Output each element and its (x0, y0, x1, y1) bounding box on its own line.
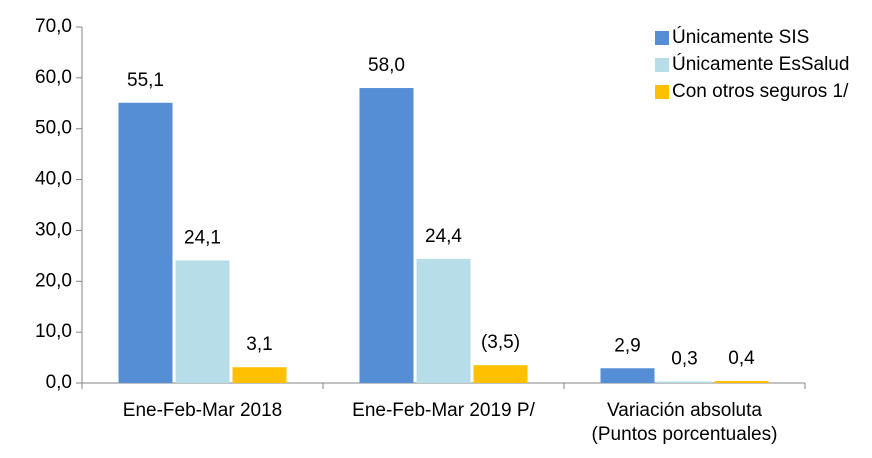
value-label: 24,4 (425, 226, 462, 247)
x-tick-label: Variación absoluta (Puntos porcentuales) (591, 400, 778, 445)
x-tick-label: Ene-Feb-Mar 2019 P/ (352, 400, 535, 421)
value-label: 58,0 (368, 55, 405, 76)
legend-swatch (655, 31, 669, 45)
bar (118, 102, 173, 383)
bar (359, 88, 414, 384)
legend-label: Únicamente SIS (672, 26, 809, 48)
bar (416, 258, 471, 383)
bar (175, 260, 230, 383)
y-tick-label: 30,0 (35, 219, 72, 240)
y-tick-label: 10,0 (35, 321, 72, 342)
value-label: 0,4 (728, 348, 755, 369)
y-tick-label: 60,0 (35, 67, 72, 88)
y-tick-label: 20,0 (35, 270, 72, 291)
value-label: 3,1 (246, 334, 272, 355)
value-label: (3,5) (481, 332, 520, 353)
y-tick-label: 70,0 (35, 16, 72, 37)
value-label: 55,1 (127, 70, 164, 91)
y-tick-label: 0,0 (46, 372, 72, 393)
bar (232, 367, 287, 383)
value-label: 0,3 (671, 348, 697, 369)
legend-label: Con otros seguros 1/ (672, 81, 849, 102)
bar (657, 381, 712, 383)
legend-label: Únicamente EsSalud (672, 53, 849, 75)
bar (473, 365, 528, 383)
legend-swatch (655, 58, 669, 72)
value-label: 2,9 (614, 335, 640, 356)
x-tick-label: Ene-Feb-Mar 2018 (122, 400, 283, 421)
value-label: 24,1 (184, 227, 221, 248)
legend-swatch (655, 85, 669, 99)
y-tick-label: 40,0 (35, 169, 72, 190)
bar (600, 368, 655, 383)
bar (714, 380, 769, 383)
y-tick-label: 50,0 (35, 118, 72, 139)
